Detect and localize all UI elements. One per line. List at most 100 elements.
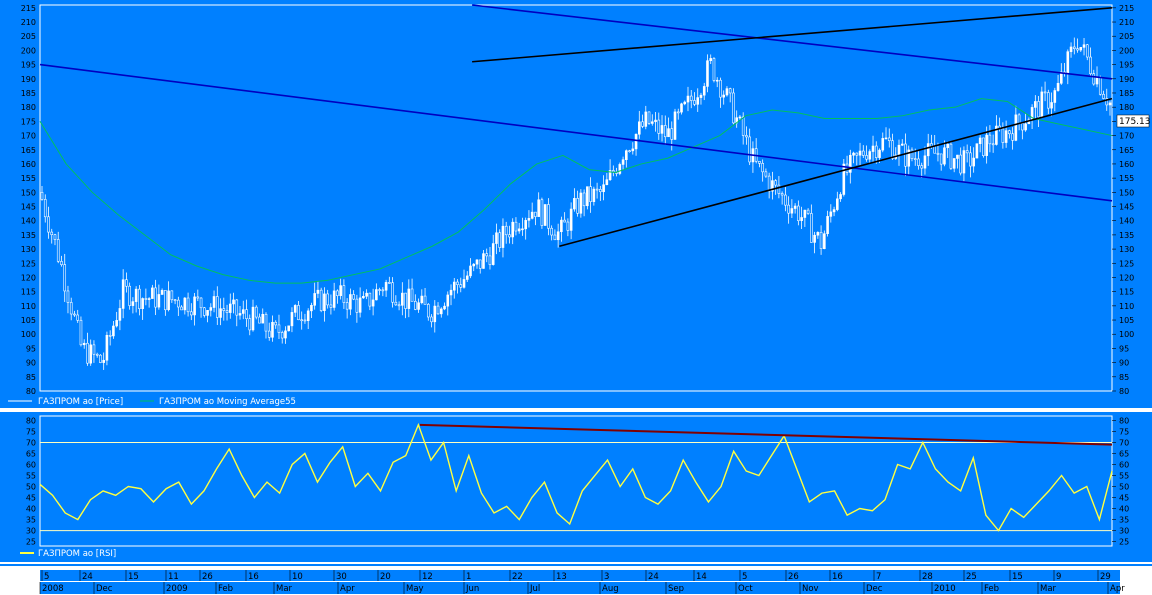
price-candle [86, 342, 89, 364]
price-candle [667, 128, 670, 138]
price-candle [115, 320, 118, 327]
price-tick-label: 170 [1119, 132, 1134, 141]
price-candle [527, 218, 531, 221]
trendline-blue-upper[interactable] [472, 4, 1113, 80]
price-candle [199, 297, 203, 309]
day-label: 5 [44, 572, 49, 582]
price-candle [670, 128, 674, 140]
price-candle [326, 293, 329, 306]
time-axis-month-labels: 2008 Dec 2009 Feb Mar Apr May Jun Jul Aug Sep Oct No… [39, 582, 1125, 594]
month-label: 2009 [166, 584, 188, 594]
price-candle [362, 295, 365, 299]
price-candle [112, 325, 115, 337]
price-trendlines[interactable] [39, 4, 1113, 248]
price-candle [449, 289, 453, 296]
price-candle [241, 309, 245, 314]
price-candle [719, 79, 722, 98]
price-candle [40, 192, 44, 200]
price-candle [933, 145, 937, 154]
price-candle [319, 289, 323, 311]
price-candle [842, 163, 846, 195]
price-tick-label: 140 [21, 217, 36, 226]
price-candle [277, 324, 281, 333]
price-tick-label: 90 [1119, 359, 1129, 368]
price-candle [358, 297, 362, 313]
price-candle [884, 137, 888, 140]
rsi-plot-background[interactable] [0, 412, 1152, 562]
day-label: 5 [742, 572, 747, 582]
price-candle [537, 199, 540, 217]
price-candle [602, 184, 605, 193]
price-candle [1095, 77, 1099, 85]
price-candle [336, 290, 339, 296]
rsi-trendline[interactable] [419, 423, 1113, 446]
price-candle [349, 294, 352, 310]
price-candle [388, 282, 391, 284]
price-candle [426, 304, 430, 318]
day-label: 25 [966, 572, 977, 582]
price-tick-label: 105 [1119, 316, 1134, 325]
price-candle [1050, 102, 1053, 109]
price-candle [43, 199, 47, 218]
price-candle [650, 121, 654, 124]
rsi-tick-label: 80 [26, 416, 36, 425]
price-candle [991, 143, 995, 146]
price-tick-label: 210 [21, 18, 36, 27]
month-label: Sep [668, 584, 684, 594]
price-candle [144, 298, 148, 300]
price-tick-label: 90 [26, 359, 36, 368]
price-candle [715, 79, 719, 82]
price-plot-background[interactable] [0, 0, 1152, 408]
price-candle [741, 116, 745, 136]
price-candle [254, 306, 258, 318]
price-tick-label: 170 [21, 132, 36, 141]
price-candle [810, 213, 813, 243]
price-candle [586, 186, 589, 207]
rsi-tick-label: 40 [1119, 505, 1129, 514]
price-tick-label: 150 [1119, 188, 1134, 197]
price-candle [478, 259, 482, 269]
price-candle [599, 189, 602, 193]
rsi-tick-label: 25 [26, 538, 36, 547]
price-candle [855, 152, 859, 156]
price-candle [407, 288, 411, 309]
price-candle [228, 303, 232, 313]
price-candle [167, 290, 170, 311]
price-candle [631, 148, 635, 152]
price-tick-label: 185 [1119, 89, 1134, 98]
trendline-blue-lower[interactable] [39, 63, 1113, 202]
price-candle [342, 285, 346, 303]
price-tick-label: 115 [21, 288, 36, 297]
rsi-y-axis-right: 25 30 35 40 45 50 55 60 65 70 75 80 [1112, 416, 1129, 547]
price-candle [605, 179, 609, 186]
price-candle [491, 243, 495, 265]
price-candle [1047, 92, 1050, 109]
time-axis-day-labels: 5 24 15 11 26 16 10 30 20 12 1 22 13 3 24 14 5 26 16 7 28 25 1… [41, 570, 1111, 582]
price-candle [988, 134, 992, 145]
day-label: 14 [696, 572, 707, 582]
price-candle [1043, 91, 1047, 94]
price-candle [397, 304, 401, 307]
price-candle [264, 313, 268, 332]
price-candle [566, 221, 570, 231]
price-candle [982, 137, 985, 156]
price-candle [858, 150, 862, 156]
panel-separator[interactable] [0, 408, 1152, 412]
price-tick-label: 210 [1119, 18, 1134, 27]
price-candle [771, 180, 774, 192]
trendline-black-lower[interactable] [559, 97, 1113, 248]
price-candle [345, 302, 349, 310]
price-candle [618, 164, 622, 174]
price-candle [173, 299, 177, 302]
price-candle [517, 228, 521, 232]
price-candle [102, 359, 105, 363]
rsi-tick-label: 30 [1119, 527, 1129, 536]
price-candle [1076, 48, 1079, 51]
price-tick-label: 130 [21, 245, 36, 254]
price-tick-label: 95 [26, 344, 36, 353]
trendline-black-upper[interactable] [472, 7, 1113, 63]
price-candle [69, 302, 73, 315]
month-label: Mar [1040, 584, 1057, 594]
price-candle [813, 234, 816, 243]
price-candle [952, 158, 956, 169]
